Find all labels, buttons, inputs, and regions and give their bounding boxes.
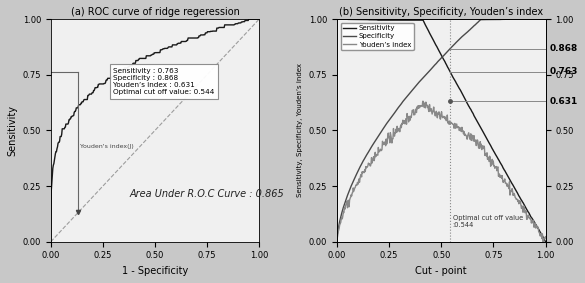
Sensitivity [359,18,366,21]
Sensitivity [484,138,491,142]
Youden’s index [333,239,340,243]
Line: Sensitivity: Sensitivity [337,19,546,242]
Specificity [484,18,491,21]
Youden’s index [540,240,547,243]
Sensitivity [485,140,492,143]
Text: Optimal cut off value
:0.544: Optimal cut off value :0.544 [453,215,523,228]
Specificity [416,80,423,83]
X-axis label: Cut - point: Cut - point [415,266,467,276]
Line: Specificity: Specificity [337,19,546,242]
Text: Youden's index(J): Youden's index(J) [80,144,134,149]
Youden’s index [484,155,491,159]
Sensitivity [401,18,408,22]
Youden’s index [465,131,472,134]
Specificity [359,161,366,165]
Youden’s index [419,100,426,103]
Y-axis label: Sensitivity: Sensitivity [7,105,17,156]
Youden’s index [542,235,549,238]
Text: Sensitivity : 0.763
Specificity : 0.868
Youden’s index : 0.631
Optimal cut off v: Sensitivity : 0.763 Specificity : 0.868 … [113,68,215,95]
Sensitivity [333,18,340,21]
Legend: Sensitivity, Specificity, Youden’s index: Sensitivity, Specificity, Youden’s index [340,23,414,50]
Title: (a) ROC curve of ridge regeression: (a) ROC curve of ridge regeression [71,7,239,17]
Text: 0.631: 0.631 [550,97,578,106]
Text: Area Under R.O.C Curve : 0.865: Area Under R.O.C Curve : 0.865 [130,189,285,199]
Specificity [464,29,472,33]
Text: 0.763: 0.763 [550,67,578,76]
Sensitivity [464,103,472,107]
Y-axis label: Sensitivity, Specificity, Youden’s index: Sensitivity, Specificity, Youden’s index [297,63,303,198]
Sensitivity [416,18,423,22]
X-axis label: 1 - Specificity: 1 - Specificity [122,266,188,276]
Youden’s index [416,106,423,110]
Youden’s index [401,122,408,126]
Youden’s index [359,170,366,173]
Line: Youden’s index: Youden’s index [337,101,546,242]
Specificity [333,240,340,243]
Specificity [505,18,512,21]
Specificity [485,18,492,21]
Specificity [401,97,408,101]
Youden’s index [486,160,493,163]
Title: (b) Sensitivity, Specificity, Youden’s index: (b) Sensitivity, Specificity, Youden’s i… [339,7,543,17]
Specificity [542,18,549,21]
Text: 0.868: 0.868 [550,44,578,53]
Sensitivity [542,240,549,243]
